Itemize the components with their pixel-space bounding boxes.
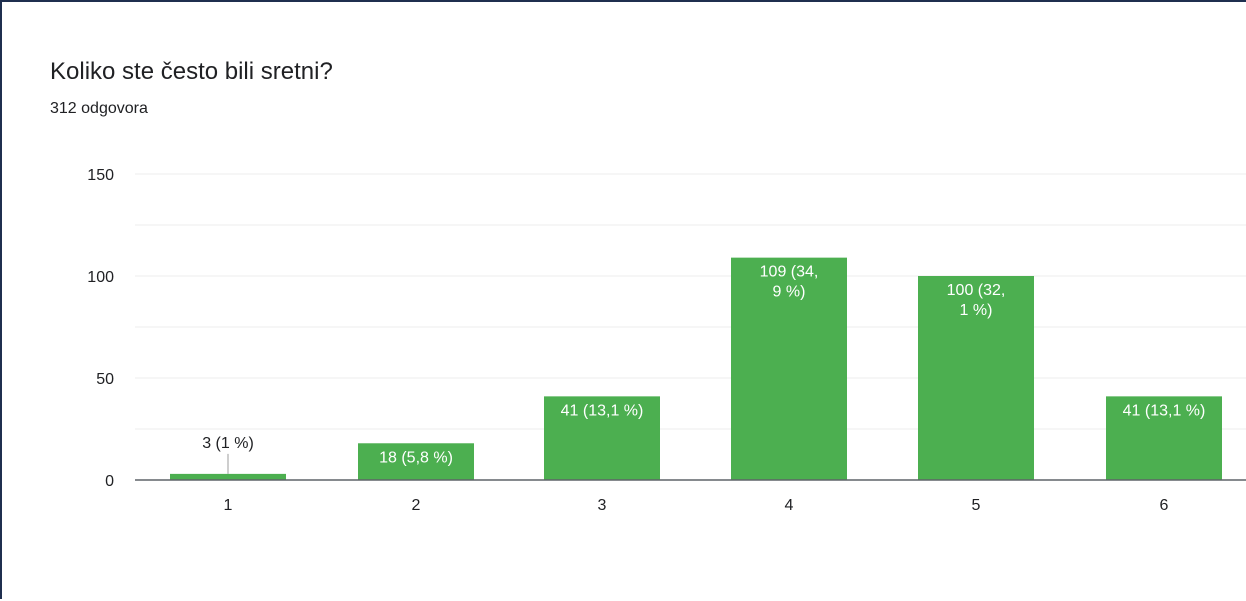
bar[interactable] [1106, 396, 1222, 480]
x-tick-label: 2 [412, 497, 421, 514]
x-tick-label: 4 [785, 497, 794, 514]
bar-data-label: 100 (32, [947, 282, 1006, 299]
y-tick-label: 0 [105, 473, 114, 490]
response-count: 312 odgovora [50, 100, 148, 117]
bar-data-label: 18 (5,8 %) [379, 449, 453, 466]
y-axis-ticks: 0 50 100 150 [87, 167, 114, 490]
question-title: Koliko ste često bili sretni? [50, 58, 333, 85]
x-axis-ticks: 1 2 3 4 5 6 [224, 497, 1169, 514]
bar-data-label: 109 (34, [760, 264, 819, 281]
chart-bars [135, 257, 1246, 481]
x-tick-label: 5 [972, 497, 981, 514]
bar[interactable] [170, 473, 286, 480]
bar-data-label: 1 %) [960, 302, 993, 319]
data-labels: 3 (1 %) 18 (5,8 %) 41 (13,1 %) 109 (34, 9 %)… [202, 264, 1205, 474]
x-tick-label: 6 [1160, 497, 1169, 514]
y-tick-label: 100 [87, 269, 114, 286]
bar[interactable] [918, 276, 1034, 480]
bar[interactable] [731, 257, 847, 480]
x-tick-label: 3 [598, 497, 607, 514]
bar[interactable] [358, 443, 474, 480]
y-tick-label: 150 [87, 167, 114, 184]
chart-grid [135, 173, 1246, 430]
bar-data-label: 3 (1 %) [202, 435, 254, 452]
y-tick-label: 50 [96, 371, 114, 388]
bar-data-label: 41 (13,1 %) [1123, 402, 1206, 419]
bar-data-label: 41 (13,1 %) [561, 402, 644, 419]
x-tick-label: 1 [224, 497, 233, 514]
bar[interactable] [544, 396, 660, 480]
bar-data-label: 9 %) [773, 284, 806, 301]
